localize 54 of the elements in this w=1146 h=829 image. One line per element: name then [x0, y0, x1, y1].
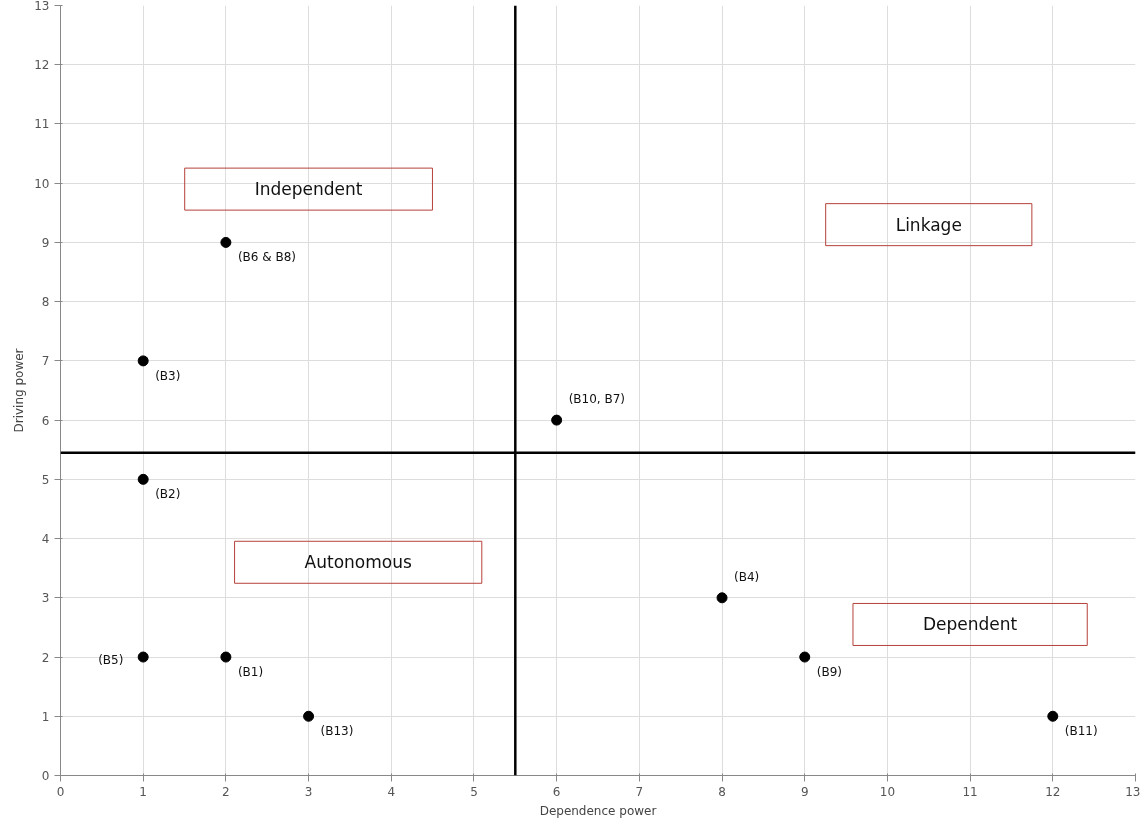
x-tick-label: 9: [800, 784, 809, 799]
y-tick-label: 8: [41, 295, 50, 310]
y-tick-label: 5: [41, 472, 50, 487]
y-axis-title: Driving power: [12, 348, 27, 433]
data-label: (B11): [1064, 724, 1098, 739]
y-tick-label: 12: [34, 58, 50, 73]
y-tick-label: 10: [34, 176, 50, 191]
x-tick-label: 2: [222, 784, 230, 799]
point: [137, 355, 149, 367]
x-axis-title: Dependence power: [539, 803, 657, 818]
point: [137, 473, 149, 485]
data-label: (B10, B7): [568, 392, 626, 407]
x-tick-label: 1: [139, 784, 148, 799]
y-tick-label: 3: [41, 591, 50, 606]
data-label: (B9): [816, 665, 842, 680]
point: [220, 651, 232, 663]
annotation: Autonomous: [304, 552, 412, 573]
data-label: (B13): [320, 724, 354, 739]
y-tick-label: 2: [41, 650, 50, 665]
x-tick-label: 6: [552, 784, 561, 799]
point: [1047, 710, 1059, 722]
y-tick-label: 7: [41, 354, 50, 369]
x-tick-label: 13: [1125, 784, 1141, 799]
data-label: (B3): [155, 368, 181, 383]
x-tick-label: 12: [1045, 784, 1061, 799]
point: [220, 236, 232, 248]
x-tick-label: 10: [879, 784, 896, 799]
y-tick-label: 0: [41, 769, 50, 783]
x-tick-label: 7: [635, 784, 644, 799]
x-tick-label: 5: [470, 784, 478, 799]
y-tick-label: 4: [41, 532, 50, 547]
y-tick-label: 9: [41, 235, 50, 250]
x-tick-label: 0: [56, 784, 65, 799]
annotation: Linkage: [895, 214, 962, 235]
data-label: (B2): [155, 487, 181, 502]
point: [799, 651, 811, 663]
point: [303, 710, 315, 722]
y-tick-label: 13: [34, 0, 50, 13]
x-tick-label: 3: [304, 784, 313, 799]
point: [551, 414, 563, 426]
point: [137, 651, 149, 663]
x-tick-label: 4: [387, 784, 396, 799]
data-label: (B4): [734, 569, 760, 584]
y-tick-label: 6: [41, 413, 50, 428]
annotation: Independent: [254, 179, 363, 200]
x-tick-label: 11: [962, 784, 978, 799]
point: [716, 592, 728, 604]
annotation: Dependent: [922, 614, 1018, 635]
data-label: (B6 & B8): [237, 250, 296, 265]
y-tick-label: 11: [34, 117, 50, 132]
y-tick-label: 1: [41, 709, 50, 724]
data-label: (B1): [237, 665, 264, 680]
data-label: (B5): [98, 653, 124, 668]
x-tick-label: 8: [718, 784, 726, 799]
